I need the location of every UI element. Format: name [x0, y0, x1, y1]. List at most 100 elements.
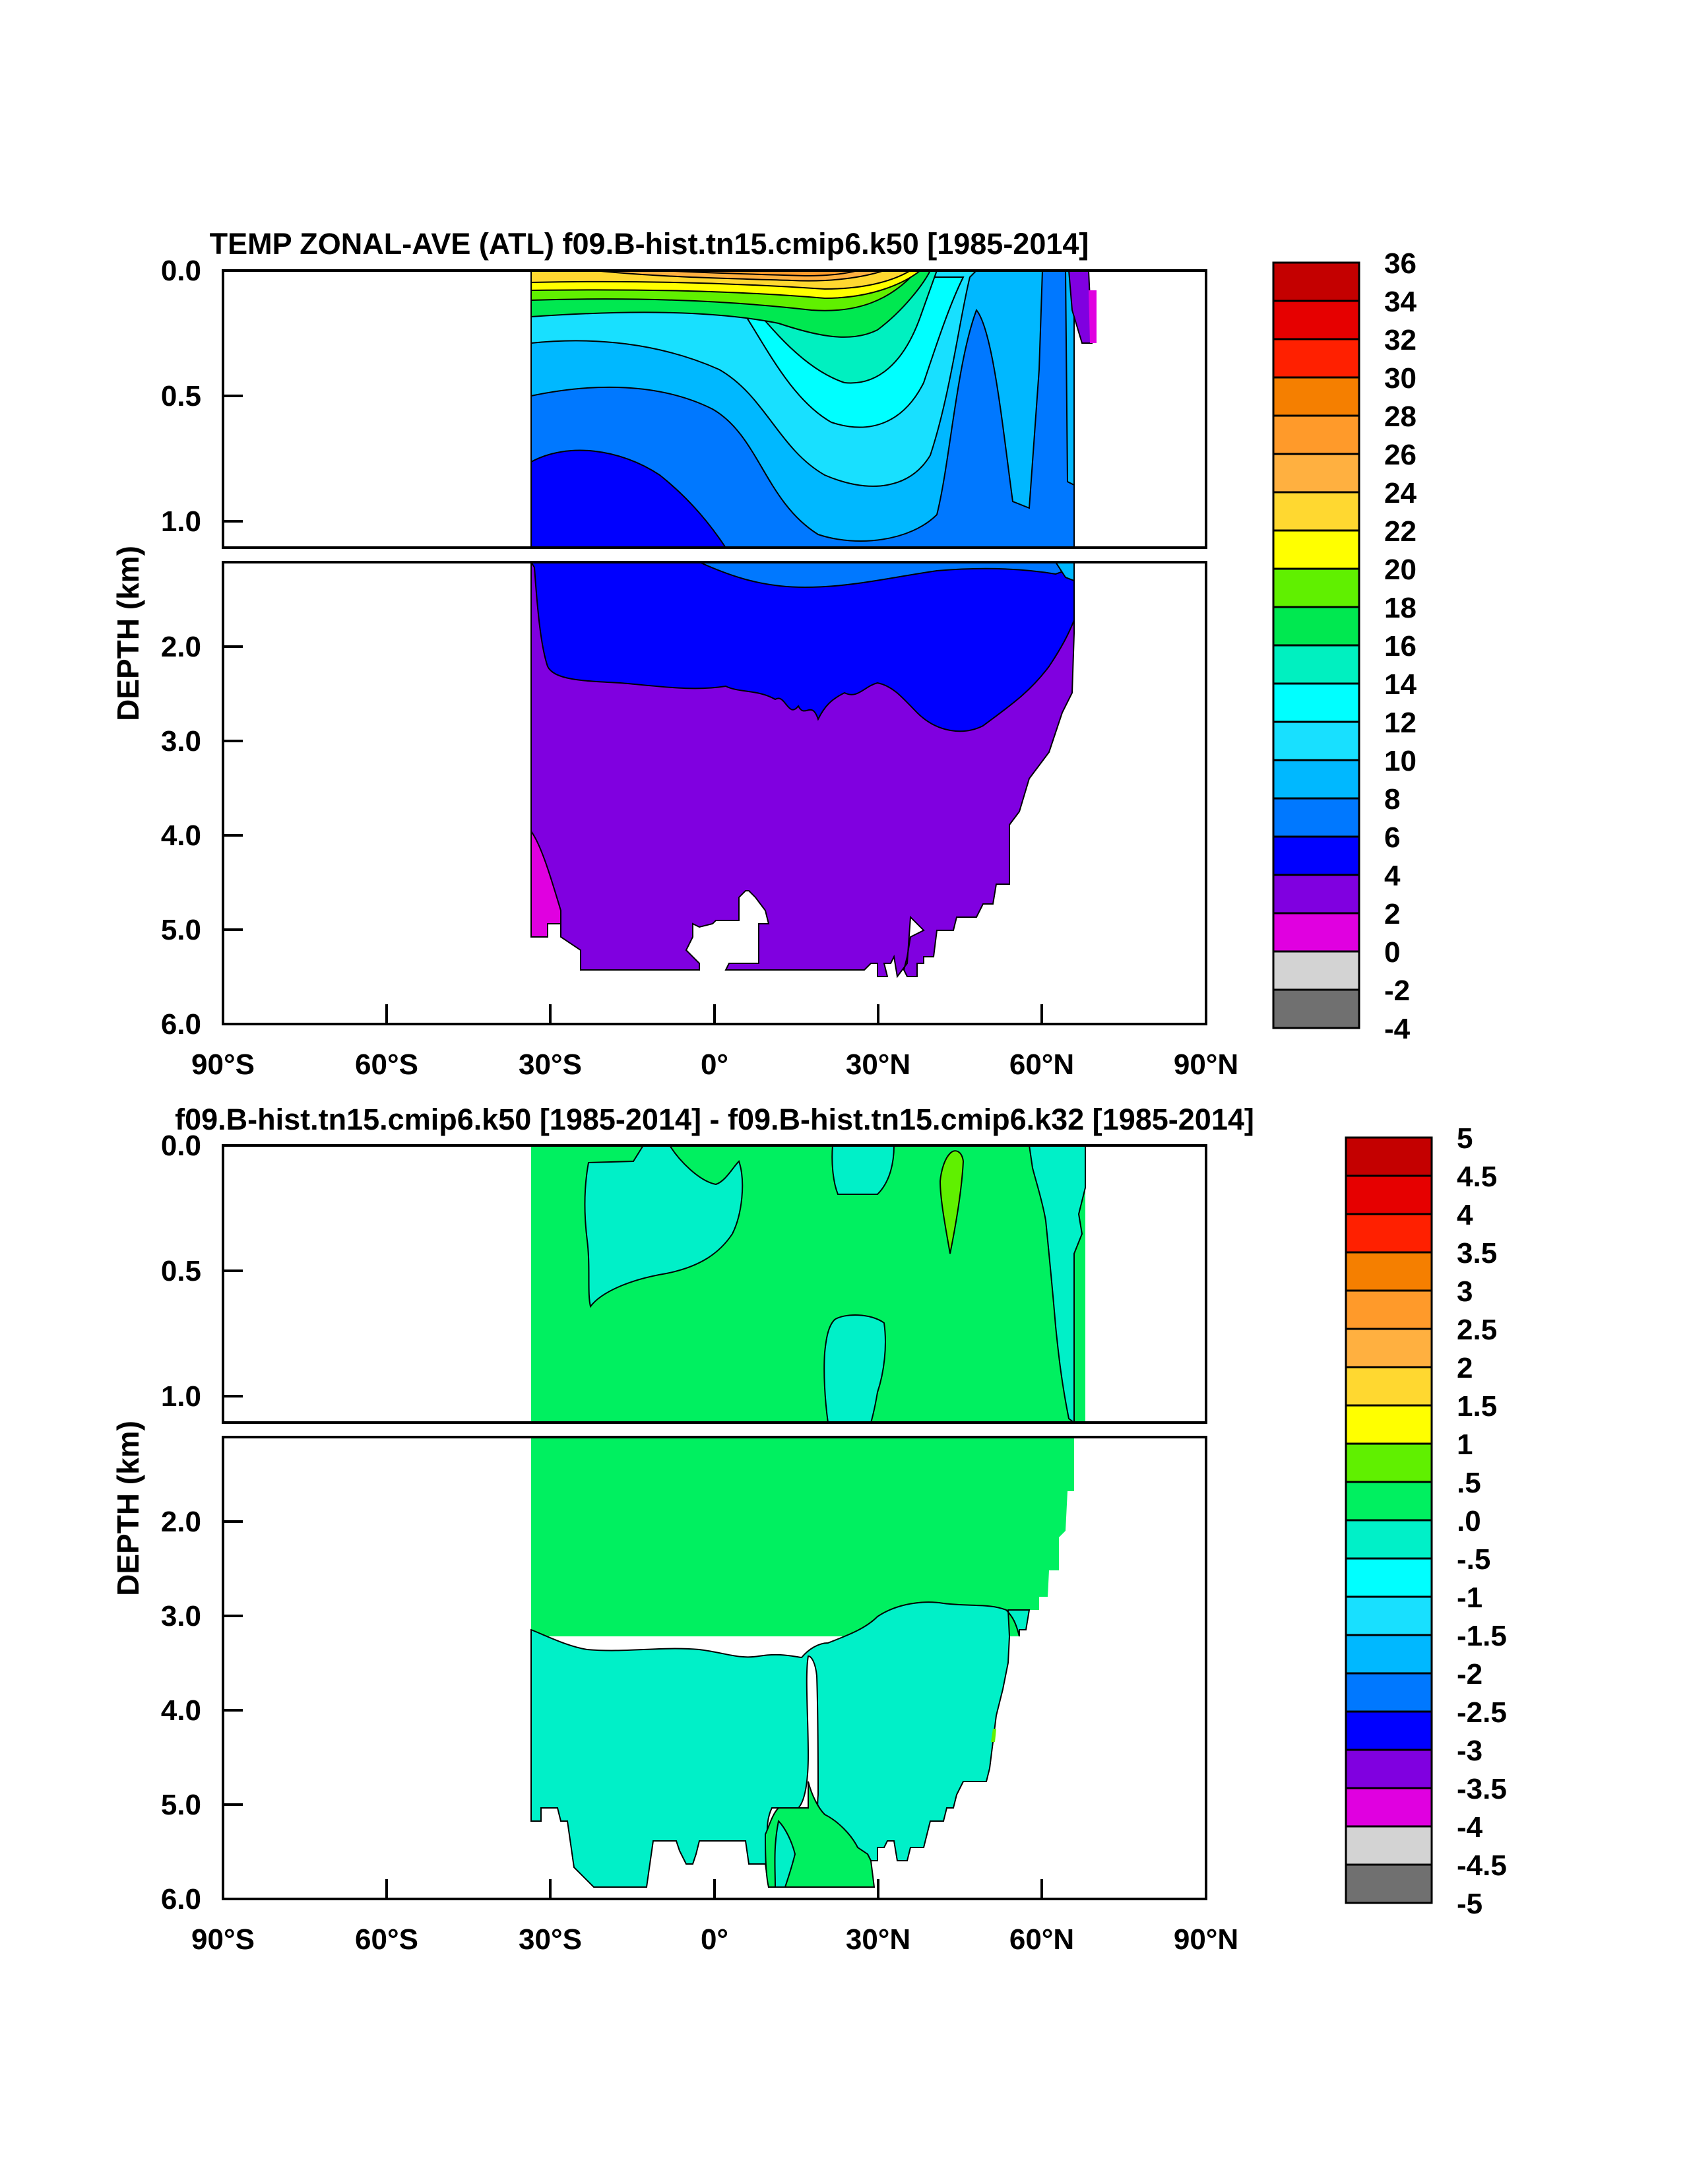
colorbar-swatch: [1345, 1136, 1433, 1177]
colorbar-label: 8: [1384, 783, 1400, 816]
colorbar-swatch: [1272, 261, 1360, 302]
colorbar-swatch: [1272, 835, 1360, 876]
colorbar-label: 26: [1384, 439, 1417, 471]
x-tick-label: 0°: [701, 1923, 728, 1956]
layer-l68-lower: [699, 562, 1075, 589]
colorbar-swatch: [1345, 1557, 1433, 1598]
colorbar-swatch: [1272, 797, 1360, 838]
y-tick-label: 2.0: [161, 631, 201, 663]
x-tick-label: 60°N: [1009, 1923, 1074, 1956]
y-tick-label: 1.0: [161, 505, 201, 538]
colorbar-label: 36: [1384, 247, 1417, 280]
x-tick-label: 30°N: [846, 1923, 910, 1956]
layer-nadw: [530, 449, 727, 548]
x-tick-label: 60°N: [1009, 1048, 1074, 1081]
x-tick-label: 30°S: [519, 1048, 582, 1081]
x-tick-label: 60°S: [355, 1923, 418, 1956]
y-tick-label: 3.0: [161, 725, 201, 757]
colorbar-label: 5: [1457, 1122, 1473, 1155]
layer-l810-lower: [1054, 562, 1075, 582]
x-tick-labels: 90°S 60°S 30°S 0° 30°N 60°N 90°N: [191, 1923, 1238, 1956]
plot-frame-upper: [222, 1144, 1207, 1424]
x-tick-labels: 90°S 60°S 30°S 0° 30°N 60°N 90°N: [191, 1048, 1238, 1081]
upper-field-region: [531, 1145, 1086, 1423]
colorbar-swatch: [1345, 1328, 1433, 1368]
colorbar-label: 2.5: [1457, 1314, 1497, 1346]
colorbar-label: -.5: [1457, 1543, 1490, 1576]
colorbar-swatch: [1272, 950, 1360, 991]
colorbar-label: 6: [1384, 821, 1400, 854]
y-axis: [223, 1144, 243, 1900]
colorbar-swatch: [1272, 721, 1360, 761]
colorbar-swatch: [1345, 1863, 1433, 1904]
colorbar-label: -5: [1457, 1888, 1482, 1920]
y-tick-labels: 0.0 0.5 1.0 2.0 3.0 4.0 5.0 6.0: [161, 1130, 201, 1915]
colorbar-label: 1.5: [1457, 1390, 1497, 1423]
colorbar-label: 12: [1384, 707, 1417, 739]
colorbar-swatch: [1272, 529, 1360, 570]
colorbar-swatch: [1272, 567, 1360, 608]
y-tick-label: 0.5: [161, 380, 201, 412]
layer-positive-0.5-1: [991, 1729, 996, 1742]
layer-positive-0.5-1: [939, 1150, 965, 1254]
x-tick-label: 30°S: [519, 1923, 582, 1956]
y-tick-label: 4.0: [161, 1694, 201, 1727]
x-tick-label: 90°N: [1174, 1048, 1238, 1081]
colorbar-label: -3.5: [1457, 1773, 1507, 1805]
colorbar-label: 1: [1457, 1429, 1473, 1461]
colorbar-label: 30: [1384, 362, 1417, 395]
y-tick-label: 6.0: [161, 1883, 201, 1915]
colorbar-swatch: [1272, 759, 1360, 800]
colorbar-label: 2: [1384, 898, 1400, 930]
colorbar-swatch: [1272, 988, 1360, 1029]
x-tick-label: 0°: [701, 1048, 728, 1081]
chart-title: TEMP ZONAL-AVE (ATL) f09.B-hist.tn15.cmi…: [210, 227, 1089, 261]
colorbar-label: -2: [1384, 975, 1410, 1007]
colorbar-label: 16: [1384, 630, 1417, 662]
colorbar-label: 3: [1457, 1275, 1473, 1308]
colorbar-swatch: [1272, 644, 1360, 685]
lower-field-region: [530, 1437, 1074, 1888]
lower-field-region: [530, 562, 1075, 979]
y-tick-label: 5.0: [161, 914, 201, 946]
colorbar-swatch: [1272, 414, 1360, 455]
colorbar-label: .0: [1457, 1505, 1481, 1537]
colorbar-swatch: [1345, 1404, 1433, 1445]
temperature-panel: TEMP ZONAL-AVE (ATL) f09.B-hist.tn15.cmi…: [111, 227, 1417, 1081]
colorbar-swatch: [1345, 1595, 1433, 1636]
colorbar-label: 14: [1384, 668, 1417, 701]
colorbar-label: 3.5: [1457, 1237, 1497, 1269]
x-tick-label: 30°N: [846, 1048, 910, 1081]
colorbar-difference: 54.543.532.521.51.5.0-.5-1-1.5-2-2.5-3-3…: [1345, 1122, 1507, 1920]
colorbar-swatch: [1272, 682, 1360, 723]
y-tick-label: 4.0: [161, 819, 201, 852]
layer-negative-0.5-0: [530, 1601, 1031, 1888]
colorbar-label: 2: [1457, 1352, 1473, 1384]
colorbar-label: 20: [1384, 554, 1417, 586]
colorbar-label: 32: [1384, 324, 1417, 356]
colorbar-swatch: [1272, 874, 1360, 915]
colorbar-label: -2.5: [1457, 1696, 1507, 1729]
y-tick-label: 2.0: [161, 1506, 201, 1538]
chart-title: f09.B-hist.tn15.cmip6.k50 [1985-2014] - …: [175, 1103, 1254, 1136]
colorbar-label: 24: [1384, 477, 1417, 509]
colorbar-swatch: [1345, 1251, 1433, 1292]
y-tick-label: 0.5: [161, 1255, 201, 1287]
colorbar-swatch: [1345, 1174, 1433, 1215]
x-tick-label: 60°S: [355, 1048, 418, 1081]
layer-arctic-sliver: [1068, 271, 1093, 344]
colorbar-swatch: [1345, 1825, 1433, 1866]
colorbar-label: -4: [1457, 1811, 1483, 1844]
layer-negative-0.5-0: [823, 1314, 886, 1423]
colorbar-swatch: [1345, 1366, 1433, 1407]
y-axis-label: DEPTH (km): [111, 546, 145, 721]
y-tick-label: 0.0: [161, 1130, 201, 1162]
colorbar-label: -3: [1457, 1735, 1482, 1767]
colorbar-swatch: [1272, 491, 1360, 532]
colorbar-label: 28: [1384, 401, 1417, 433]
colorbar-label: 0: [1384, 936, 1400, 969]
plot-frame-upper: [222, 269, 1207, 549]
colorbar-label: -2: [1457, 1658, 1482, 1690]
y-tick-labels: 0.0 0.5 1.0 2.0 3.0 4.0 5.0 6.0: [161, 255, 201, 1041]
colorbar-swatch: [1272, 376, 1360, 417]
